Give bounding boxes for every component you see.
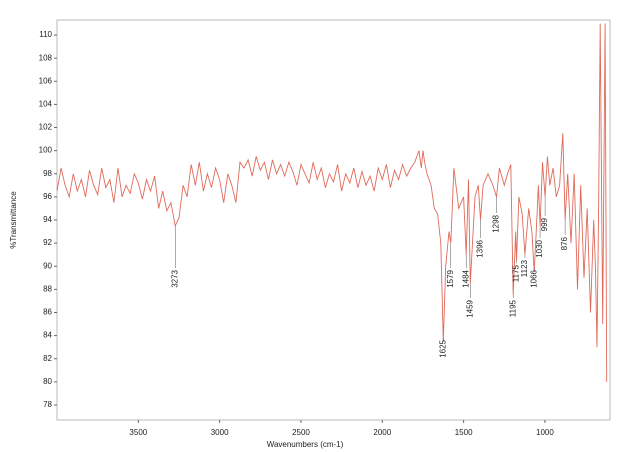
x-tick-label: 1000	[536, 428, 554, 437]
y-tick-label: 106	[39, 76, 53, 85]
y-tick-label: 108	[39, 53, 53, 62]
x-tick-label: 3000	[211, 428, 229, 437]
y-tick-label: 96	[43, 192, 52, 201]
peak-label: 1195	[508, 299, 517, 317]
y-tick-label: 102	[39, 123, 53, 132]
y-tick-label: 78	[43, 400, 52, 409]
peak-label: 1459	[465, 299, 474, 317]
y-tick-label: 110	[39, 30, 52, 39]
peak-label: 1484	[461, 269, 470, 287]
y-tick-label: 92	[43, 238, 52, 247]
y-tick-label: 90	[43, 261, 52, 270]
peak-label: 999	[540, 217, 549, 231]
x-tick-label: 3500	[129, 428, 147, 437]
y-tick-label: 98	[43, 169, 52, 178]
peak-label: 1175	[512, 264, 521, 282]
peak-label: 3273	[170, 269, 179, 287]
x-tick-label: 1500	[455, 428, 473, 437]
y-axis-title: %Transmittance	[9, 191, 18, 249]
peak-label: 1625	[438, 339, 447, 357]
peak-label: 1066	[529, 269, 538, 287]
y-tick-label: 100	[39, 146, 53, 155]
x-tick-label: 2500	[292, 428, 310, 437]
spectrum-line	[56, 23, 608, 382]
y-tick-label: 80	[43, 377, 52, 386]
x-tick-label: 2000	[373, 428, 391, 437]
peak-label: 1123	[520, 259, 529, 277]
y-tick-label: 88	[43, 284, 52, 293]
peak-label: 876	[560, 236, 569, 250]
y-tick-label: 82	[43, 354, 52, 363]
peak-label: 1298	[492, 214, 501, 232]
peak-label: 1396	[476, 239, 485, 257]
y-tick-label: 84	[43, 331, 52, 340]
y-tick-label: 104	[39, 100, 53, 109]
x-axis-title: Wavenumbers (cm-1)	[267, 440, 344, 449]
peak-label: 1579	[446, 269, 455, 287]
y-tick-label: 86	[43, 308, 52, 317]
peak-label: 1030	[535, 239, 544, 257]
y-tick-label: 94	[43, 215, 52, 224]
